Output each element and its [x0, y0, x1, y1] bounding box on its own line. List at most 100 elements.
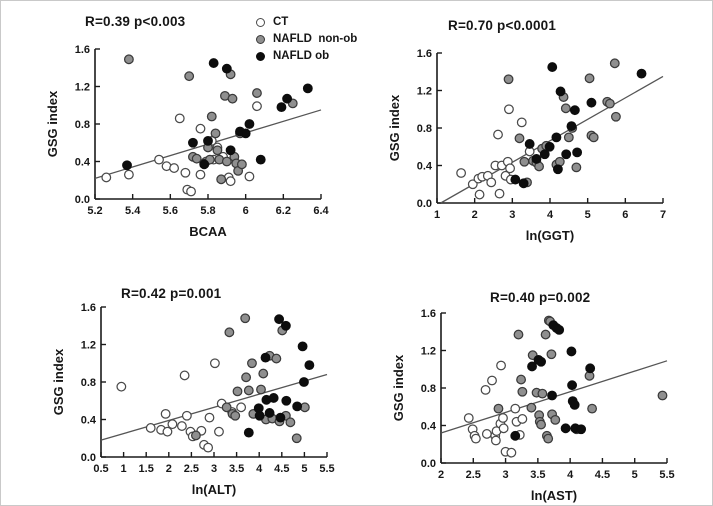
- data-point-ob: [547, 62, 558, 72]
- data-point-ob: [539, 149, 550, 160]
- y-axis-title: GSG index: [387, 94, 402, 161]
- x-axis-title: ln(GGT): [526, 228, 574, 243]
- x-tick-label: 1.5: [139, 463, 154, 475]
- y-axis-title: GSG index: [391, 354, 406, 421]
- data-point-nonob: [657, 390, 668, 401]
- regression-line: [100, 373, 328, 441]
- legend-item-nafld-ob: NAFLD ob: [256, 49, 357, 63]
- data-point-ob: [274, 314, 285, 325]
- data-point-ct: [180, 167, 191, 178]
- y-tick-label: 1.6: [75, 44, 90, 56]
- data-point-ct: [252, 101, 262, 112]
- data-point-ct: [186, 186, 196, 197]
- data-point-nonob: [560, 103, 571, 114]
- chart-title-bcaa: R=0.39 p<0.003: [85, 14, 186, 29]
- y-tick-label: 1.6: [421, 308, 436, 320]
- legend-label-nafld-ob: NAFLD ob: [273, 50, 330, 62]
- data-point-ct: [195, 123, 206, 134]
- data-point-ob: [551, 132, 562, 143]
- data-point-ct: [517, 414, 528, 424]
- data-point-ob: [304, 360, 315, 371]
- x-tick-label: 2: [472, 209, 478, 221]
- data-point-ob: [208, 58, 219, 68]
- y-tick-label: 0.0: [81, 452, 96, 464]
- data-point-ct: [101, 172, 112, 183]
- data-point-ob: [510, 430, 521, 441]
- x-tick-label: 1: [121, 463, 127, 475]
- data-point-ob: [299, 377, 309, 387]
- data-point-ob: [552, 164, 563, 175]
- x-tick-label: 2: [438, 469, 444, 481]
- y-tick-label: 0.8: [81, 377, 96, 389]
- data-point-ob: [188, 137, 198, 148]
- chart-title-alt: R=0.42 p=0.001: [121, 286, 222, 301]
- data-point-ob: [569, 105, 580, 116]
- data-point-ct: [481, 429, 492, 439]
- data-point-nonob: [493, 403, 504, 414]
- legend-label-ct: CT: [273, 16, 289, 28]
- data-point-nonob: [604, 98, 615, 109]
- data-point-ob: [566, 346, 577, 357]
- y-tick-label: 0.4: [417, 161, 433, 173]
- data-point-nonob: [526, 402, 537, 413]
- data-point-nonob: [227, 93, 238, 104]
- x-tick-label: 2.5: [184, 463, 199, 475]
- data-point-nonob: [513, 329, 524, 340]
- data-point-ct: [244, 171, 255, 182]
- x-axis-title: ln(AST): [531, 488, 577, 503]
- x-tick-label: 4.5: [274, 463, 289, 475]
- x-tick-label: 5.5: [659, 469, 674, 481]
- x-tick-label: 5.2: [87, 205, 102, 217]
- legend-item-nafld-non-ob: NAFLD non-ob: [256, 32, 357, 46]
- data-point-ob: [240, 128, 251, 139]
- data-point-nonob: [546, 349, 557, 360]
- data-point-ob: [199, 159, 210, 170]
- x-tick-label: 6.4: [313, 205, 329, 217]
- data-point-nonob: [610, 111, 621, 122]
- x-axis-title: BCAA: [189, 224, 227, 239]
- data-point-ct: [174, 113, 185, 124]
- data-point-ob: [225, 145, 236, 156]
- data-point-nonob: [230, 410, 241, 421]
- data-point-nonob: [587, 403, 598, 414]
- y-tick-label: 1.2: [81, 340, 96, 352]
- data-point-ct: [480, 384, 491, 395]
- y-axis-title: GSG index: [45, 90, 60, 157]
- data-point-ct: [506, 447, 517, 458]
- data-point-ct: [490, 435, 501, 446]
- data-point-ob: [555, 86, 566, 97]
- data-point-nonob: [258, 368, 269, 379]
- data-point-ob: [527, 361, 537, 372]
- x-tick-label: 3.5: [229, 463, 244, 475]
- data-point-nonob: [216, 174, 227, 185]
- data-point-nonob: [537, 388, 548, 399]
- data-point-ob: [292, 401, 303, 412]
- data-point-ob: [518, 178, 529, 189]
- data-point-ob: [203, 135, 213, 146]
- nafld-non-ob-marker-icon: [256, 34, 265, 44]
- data-point-ob: [510, 174, 521, 185]
- x-tick-label: 1: [434, 209, 440, 221]
- data-point-ob: [297, 341, 308, 352]
- y-tick-label: 0.8: [75, 119, 90, 131]
- nafld-ob-marker-icon: [256, 51, 265, 61]
- data-point-ct: [470, 433, 481, 444]
- data-point-ob: [567, 380, 578, 391]
- data-point-nonob: [536, 419, 547, 430]
- data-point-ob: [254, 410, 265, 421]
- chart-alt-scatter: 0.5 1 1.5 2 2.5 3 3.5 4 4.5 5 5.5 0.0 0.4 0.8 1.2 1.6 ln…: [51, 302, 335, 497]
- data-point-ob: [531, 154, 542, 164]
- data-point-ob: [560, 423, 571, 434]
- data-point-ct: [123, 169, 134, 180]
- y-tick-label: 0.8: [417, 123, 432, 135]
- data-point-ob: [281, 395, 292, 406]
- data-point-ct: [504, 104, 514, 115]
- data-point-nonob: [516, 374, 526, 385]
- data-point-ob: [302, 83, 313, 94]
- x-tick-label: 5.6: [163, 205, 178, 217]
- data-point-ct: [498, 413, 508, 423]
- data-point-nonob: [543, 433, 554, 444]
- data-point-nonob: [540, 329, 551, 340]
- x-tick-label: 5.8: [200, 205, 215, 217]
- data-point-ct: [162, 426, 173, 437]
